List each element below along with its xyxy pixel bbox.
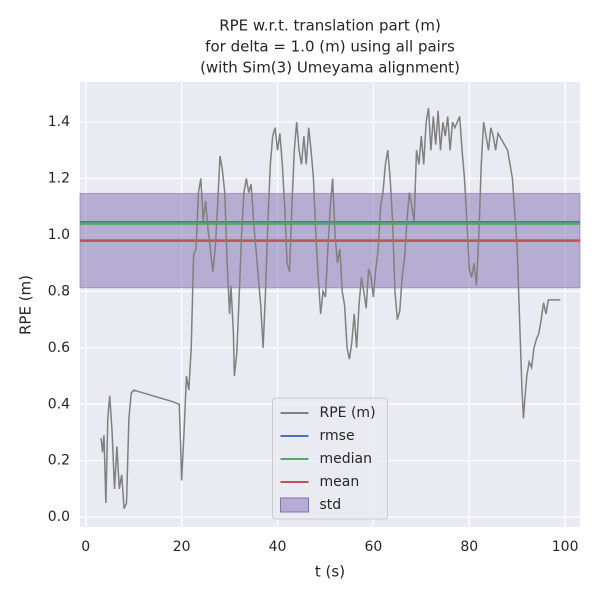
legend-label: RPE (m) <box>320 405 376 421</box>
data-line <box>100 107 561 509</box>
y-tick-label: 0.0 <box>48 509 70 525</box>
legend-label: rmse <box>320 428 355 444</box>
x-tick-label: 100 <box>552 539 579 555</box>
chart-title: RPE w.r.t. translation part (m) <box>219 17 441 35</box>
y-axis-label: RPE (m) <box>17 275 35 335</box>
x-tick-label: 0 <box>81 539 90 555</box>
x-tick-label: 20 <box>173 539 191 555</box>
x-tick-label: 60 <box>364 539 382 555</box>
chart-title: (with Sim(3) Umeyama alignment) <box>200 59 460 77</box>
y-tick-label: 1.2 <box>48 171 70 187</box>
y-tick-label: 0.8 <box>48 283 70 299</box>
y-tick-label: 0.6 <box>48 340 70 356</box>
y-tick-label: 0.4 <box>48 396 70 412</box>
x-tick-label: 40 <box>269 539 287 555</box>
legend-label: mean <box>320 474 360 490</box>
y-tick-label: 1.4 <box>48 114 70 130</box>
y-tick-label: 0.2 <box>48 453 70 469</box>
chart-title: for delta = 1.0 (m) using all pairs <box>205 38 455 56</box>
legend-label: std <box>320 497 342 513</box>
legend-swatch <box>280 497 309 513</box>
y-tick-label: 1.0 <box>48 227 70 243</box>
legend-box <box>272 397 388 520</box>
x-axis-label: t (s) <box>315 563 345 581</box>
legend-label: median <box>320 451 372 467</box>
x-tick-label: 80 <box>460 539 478 555</box>
